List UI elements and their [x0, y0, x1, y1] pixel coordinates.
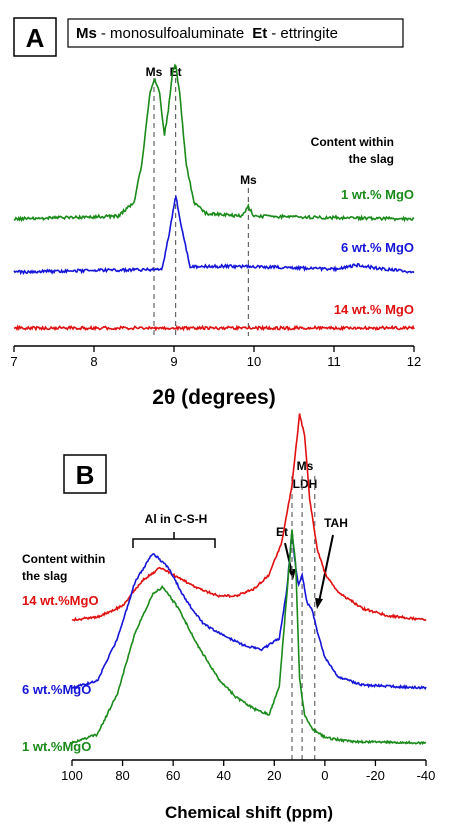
et-arrow — [284, 542, 293, 574]
panel-b-content-note-line2: the slag — [22, 569, 67, 583]
panel-a-letter: A — [26, 23, 45, 53]
legend-et-abbr: Et — [252, 25, 267, 42]
panel-a-content-note-line2: the slag — [349, 152, 394, 166]
ldh-annotation: LDH — [293, 477, 318, 491]
panel-a-series — [13, 63, 415, 332]
panel-b-series-labels: 14 wt.%MgO 6 wt.%MgO 1 wt.%MgO — [22, 593, 99, 754]
panel-b-x-ticks: 100 80 60 40 20 0 -20 -40 — [61, 760, 435, 783]
x-tick-label: -40 — [417, 768, 436, 783]
panel-a-x-ticks: 7 8 9 10 11 12 — [10, 346, 421, 369]
series-label: 1 wt.%MgO — [22, 739, 91, 754]
panel-a-legend: Ms - monosulfoaluminate Et - ettringite — [76, 25, 338, 42]
tah-annotation: TAH — [324, 516, 348, 530]
x-tick-label: 8 — [90, 354, 97, 369]
tah-arrow-head — [315, 598, 323, 609]
panel-b-content-note-line1: Content within — [22, 552, 105, 566]
legend-et-text: - ettringite — [271, 25, 338, 42]
x-tick-label: 0 — [321, 768, 328, 783]
series-line — [71, 413, 427, 622]
panel-b: B Al in C-S-H Content within the slag Ms… — [22, 413, 435, 822]
x-tick-label: 11 — [327, 354, 341, 369]
x-tick-label: 7 — [10, 354, 17, 369]
series-line — [71, 531, 427, 691]
series-label: 6 wt.%MgO — [22, 682, 91, 697]
x-tick-label: -20 — [366, 768, 385, 783]
panel-b-x-axis-title: Chemical shift (ppm) — [165, 803, 333, 822]
panel-b-series — [71, 413, 427, 746]
series-label: 14 wt.%MgO — [22, 593, 99, 608]
panel-a-legend-box — [67, 18, 404, 48]
et-arrow-head — [288, 569, 296, 580]
peak-marker-label: Ms — [240, 173, 257, 187]
x-tick-label: 100 — [61, 768, 83, 783]
legend-ms-abbr: Ms — [76, 25, 97, 42]
x-tick-label: 20 — [267, 768, 281, 783]
panel-a-series-labels: 1 wt.% MgO 6 wt.% MgO 14 wt.% MgO — [334, 187, 414, 317]
panel-a-label-box — [13, 17, 57, 57]
panel-a: A Ms - monosulfoaluminate Et - ettringite C… — [10, 17, 421, 409]
panel-b-peak-markers — [291, 476, 316, 760]
series-line — [71, 529, 427, 746]
x-tick-label: 60 — [166, 768, 180, 783]
panel-b-letter: B — [76, 460, 95, 490]
peak-marker-label: Ms — [146, 65, 163, 79]
panel-b-label-box — [63, 454, 107, 494]
ms-annotation: Ms — [297, 459, 314, 473]
series-label: 6 wt.% MgO — [341, 240, 414, 255]
panel-a-x-axis-title: 2θ (degrees) — [152, 386, 275, 409]
x-tick-label: 80 — [115, 768, 129, 783]
x-tick-label: 12 — [407, 354, 421, 369]
al-csh-bracket — [132, 532, 216, 548]
series-label: 1 wt.% MgO — [341, 187, 414, 202]
series-line — [13, 324, 415, 332]
panel-a-content-note-line1: Content within — [311, 135, 394, 149]
legend-ms-text: - monosulfoaluminate — [101, 25, 244, 42]
series-label: 14 wt.% MgO — [334, 302, 414, 317]
x-tick-label: 9 — [170, 354, 177, 369]
x-tick-label: 40 — [216, 768, 230, 783]
al-csh-annotation: Al in C-S-H — [145, 512, 208, 526]
tah-arrow — [318, 534, 334, 603]
series-line — [13, 194, 415, 276]
series-line — [13, 63, 415, 223]
x-tick-label: 10 — [247, 354, 261, 369]
